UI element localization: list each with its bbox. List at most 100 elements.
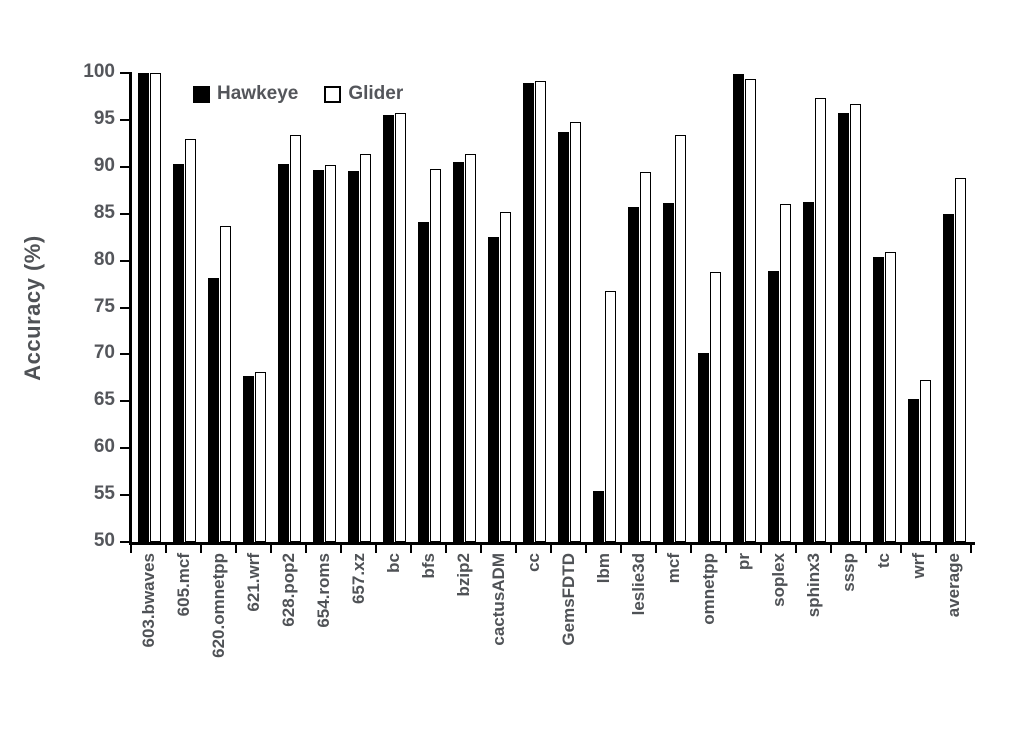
bar-hawkeye-603.bwaves [137,73,149,542]
bar-hawkeye-wrf [907,399,919,542]
bar-hawkeye-bc [382,115,394,542]
x-axis-label: lbm [593,553,613,584]
x-axis-label: average [943,553,963,618]
bar-hawkeye-omnetpp [697,352,709,542]
y-axis-tick [120,212,129,215]
bar-hawkeye-605.mcf [172,164,184,542]
x-axis-tick [620,545,622,553]
x-axis-tick [970,545,972,553]
x-axis-label: bfs [418,553,438,579]
x-axis-label: sphinx3 [803,553,823,618]
x-axis-tick [795,545,797,553]
bar-hawkeye-GemsFDTD [557,132,569,542]
x-axis-tick [900,545,902,553]
x-axis-tick [445,545,447,553]
x-axis-tick [340,545,342,553]
x-axis-tick [865,545,867,553]
bar-hawkeye-leslie3d [627,207,639,542]
bar-hawkeye-657.xz [347,170,359,542]
x-axis-tick [550,545,552,553]
y-axis-tick [120,72,129,74]
bar-glider-wrf [919,379,931,542]
x-axis-label: GemsFDTD [558,553,578,646]
y-tick-label: 70 [93,342,115,364]
x-axis-tick [830,545,832,553]
x-axis-label: bc [383,553,403,573]
bar-hawkeye-average [942,213,954,542]
bar-glider-bfs [429,168,441,542]
y-axis-tick [120,165,129,168]
bar-hawkeye-654.roms [312,169,324,542]
y-axis-tick [120,306,129,309]
y-axis-tick [120,259,129,262]
bar-hawkeye-sssp [837,113,849,542]
x-axis-tick [655,545,657,553]
x-axis-label: 621.wrf [243,553,263,612]
x-axis-tick [480,545,482,553]
bar-hawkeye-sphinx3 [802,201,814,542]
x-axis-label: sssp [838,553,858,592]
y-axis-line [129,72,132,545]
y-tick-label: 100 [83,61,115,82]
bar-hawkeye-mcf [662,203,674,542]
legend: Hawkeye Glider [193,83,403,105]
y-tick-label: 95 [93,107,115,129]
bar-glider-628.pop2 [289,134,301,542]
bar-hawkeye-bzip2 [452,162,464,542]
x-axis-label: soplex [768,553,788,607]
y-tick-label: 55 [93,483,115,505]
x-axis-label: 620.omnetpp [208,553,228,658]
x-axis-tick [270,545,272,553]
x-axis-tick [690,545,692,553]
bar-glider-omnetpp [709,271,721,542]
bar-glider-soplex [779,204,791,542]
bar-hawkeye-cactusADM [487,237,499,542]
x-axis-tick [725,545,727,553]
x-axis-tick [235,545,237,553]
bar-glider-sphinx3 [814,98,826,542]
bar-glider-603.bwaves [149,73,161,542]
x-axis-label: 628.pop2 [278,553,298,627]
bar-hawkeye-lbm [592,491,604,542]
y-tick-label: 75 [93,295,115,317]
bar-hawkeye-620.omnetpp [207,277,219,542]
x-axis-label: omnetpp [698,553,718,625]
x-axis-tick [515,545,517,553]
bar-hawkeye-pr [732,73,744,542]
bar-hawkeye-621.wrf [242,376,254,542]
bar-hawkeye-bfs [417,222,429,542]
x-axis-label: leslie3d [628,553,648,616]
bar-glider-mcf [674,134,686,542]
y-axis-tick [120,118,129,121]
bar-glider-621.wrf [254,372,266,542]
bar-glider-lbm [604,290,616,542]
x-axis-label: 603.bwaves [138,553,158,648]
bar-hawkeye-soplex [767,270,779,542]
bar-glider-average [954,178,966,542]
bar-glider-620.omnetpp [219,225,231,542]
x-axis-tick [375,545,377,553]
x-axis-tick [305,545,307,553]
x-axis-label: tc [873,553,893,569]
x-axis-label: 605.mcf [173,553,193,617]
x-axis-label: 654.roms [313,553,333,628]
plot-area [131,73,971,542]
bar-glider-657.xz [359,153,371,542]
x-axis-tick [200,545,202,553]
bar-hawkeye-628.pop2 [277,164,289,542]
bar-glider-cc [534,80,546,542]
y-tick-label: 85 [93,201,115,223]
y-axis-title: Accuracy (%) [20,235,45,381]
bar-glider-bc [394,113,406,542]
y-tick-label: 90 [93,154,115,176]
y-axis-tick [120,494,129,497]
x-axis-tick [410,545,412,553]
bar-glider-pr [744,78,756,542]
bar-glider-tc [884,252,896,542]
x-axis-tick [760,545,762,553]
y-axis-tick [120,400,129,403]
y-tick-label: 80 [93,248,115,270]
legend-item-glider: Glider [324,83,403,105]
bar-glider-654.roms [324,164,336,542]
